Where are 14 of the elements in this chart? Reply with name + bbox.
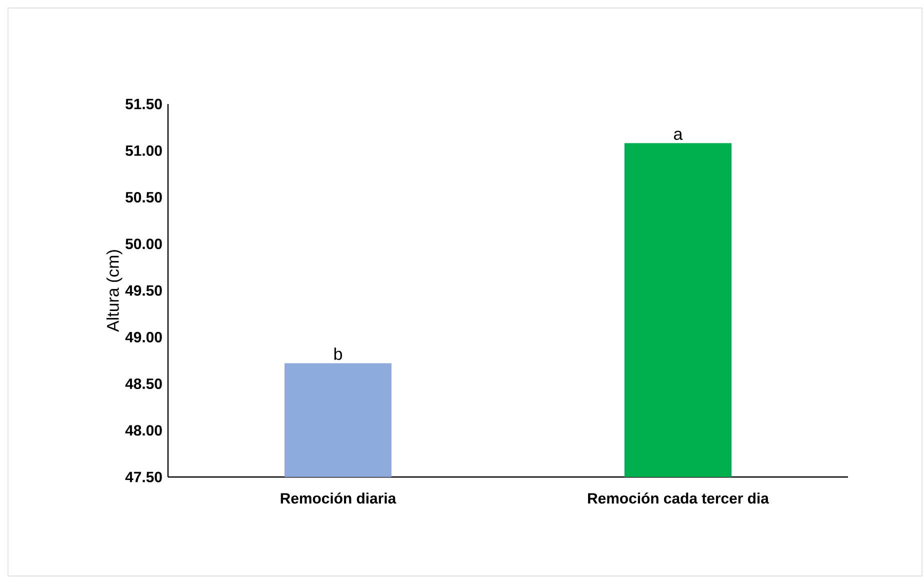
- y-axis-title: Altura (cm): [106, 250, 122, 332]
- y-tick-label: 47.50: [125, 472, 162, 482]
- annotation: b: [334, 348, 342, 360]
- x-tick-label: Remoción cada tercer dia: [588, 492, 770, 504]
- y-tick-label: 50.00: [126, 238, 162, 250]
- x-tick-label: Remoción diaria: [280, 492, 396, 504]
- y-tick-label: 48.00: [125, 425, 162, 436]
- y-tick-label: 49.50: [125, 285, 162, 296]
- y-tick-label: 48.50: [125, 378, 162, 390]
- y-tick-label: 51.50: [126, 98, 162, 110]
- annotation: a: [674, 130, 683, 140]
- y-tick-label: 49.00: [125, 332, 162, 342]
- y-tick-label: 50.50: [126, 192, 162, 203]
- y-tick-label: 51.00: [126, 145, 162, 156]
